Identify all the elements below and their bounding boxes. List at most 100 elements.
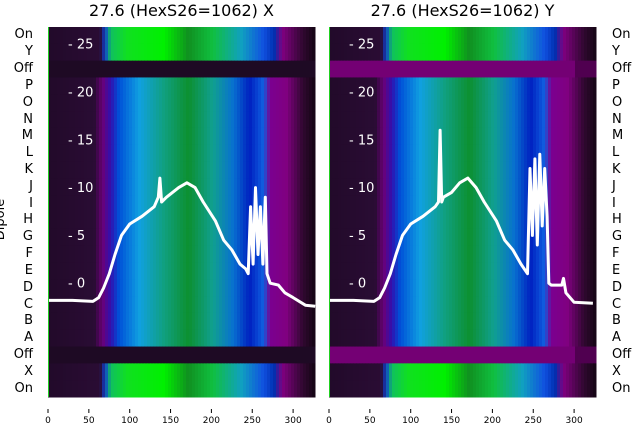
heatmap-cell xyxy=(207,312,211,331)
heatmap-cell xyxy=(165,27,169,45)
heatmap-cell xyxy=(455,245,459,263)
heatmap-cell xyxy=(371,228,375,247)
heatmap-cell xyxy=(246,178,250,196)
heatmap-cell xyxy=(54,312,58,331)
heatmap-cell xyxy=(461,312,465,331)
heatmap-cell xyxy=(437,43,441,62)
heatmap-cell xyxy=(380,363,384,381)
heatmap-cell xyxy=(434,161,438,179)
row-label: A xyxy=(24,330,33,346)
heatmap-cell xyxy=(389,195,393,213)
heatmap-cell xyxy=(581,329,585,348)
heatmap-cell xyxy=(141,77,145,95)
heatmap-cell xyxy=(312,312,316,331)
heatmap-cell xyxy=(476,312,480,331)
heatmap-cell xyxy=(147,363,151,381)
heatmap-cell xyxy=(168,27,172,45)
heatmap-cell xyxy=(578,212,582,230)
heatmap-cell xyxy=(521,60,525,78)
heatmap-cell xyxy=(353,178,357,196)
heatmap-cell xyxy=(533,27,537,45)
heatmap-cell xyxy=(108,43,112,62)
heatmap-cell xyxy=(168,77,172,95)
heatmap-cell xyxy=(398,296,402,314)
heatmap-cell xyxy=(584,77,588,95)
heatmap-cell xyxy=(578,127,582,146)
heatmap-cell xyxy=(557,279,561,297)
heatmap-cell xyxy=(380,77,384,95)
heatmap-cell xyxy=(476,161,480,179)
heatmap-cell xyxy=(392,346,396,364)
heatmap-cell xyxy=(557,363,561,381)
heatmap-cell xyxy=(569,195,573,213)
heatmap-cell xyxy=(581,27,585,45)
heatmap-cell xyxy=(210,77,214,95)
heatmap-cell xyxy=(300,262,304,280)
heatmap-cell xyxy=(347,178,351,196)
heatmap-cell xyxy=(216,43,220,62)
heatmap-cell xyxy=(398,77,402,95)
heatmap-cell xyxy=(153,228,157,247)
heatmap-cell xyxy=(494,178,498,196)
heatmap-cell xyxy=(530,380,534,398)
heatmap-cell xyxy=(72,363,76,381)
heatmap-cell xyxy=(225,43,229,62)
heatmap-cell xyxy=(359,127,363,146)
heatmap-cell xyxy=(500,43,504,62)
heatmap-cell xyxy=(165,212,169,230)
heatmap-cell xyxy=(434,111,438,129)
heatmap-cell xyxy=(210,279,214,297)
heatmap-cell xyxy=(587,144,591,163)
heatmap-cell xyxy=(294,111,298,129)
heatmap-cell xyxy=(213,228,217,247)
heatmap-cell xyxy=(461,329,465,348)
heatmap-cell xyxy=(252,27,256,45)
heatmap-cell xyxy=(485,346,489,364)
heatmap-cell xyxy=(258,127,262,146)
row-label: M xyxy=(21,128,33,144)
heatmap-cell xyxy=(192,60,196,78)
heatmap-cell xyxy=(66,380,70,398)
heatmap-cell xyxy=(401,94,405,112)
heatmap-cell xyxy=(111,161,115,179)
heatmap-cell xyxy=(108,60,112,78)
heatmap-cell xyxy=(551,346,555,364)
heatmap-cell xyxy=(563,43,567,62)
heatmap-cell xyxy=(213,346,217,364)
heatmap-cell xyxy=(446,363,450,381)
heatmap-cell xyxy=(264,127,268,146)
heatmap-cell xyxy=(138,27,142,45)
heatmap-cell xyxy=(392,111,396,129)
heatmap-cell xyxy=(249,161,253,179)
heatmap-cell xyxy=(431,161,435,179)
heatmap-cell xyxy=(102,212,106,230)
heatmap-cell xyxy=(150,346,154,364)
heatmap-cell xyxy=(111,178,115,196)
heatmap-cell xyxy=(533,212,537,230)
heatmap-cell xyxy=(297,27,301,45)
heatmap-cell xyxy=(407,77,411,95)
heatmap-cell xyxy=(557,228,561,247)
heatmap-cell xyxy=(249,27,253,45)
heatmap-cell xyxy=(222,380,226,398)
heatmap-cell xyxy=(407,296,411,314)
heatmap-cell xyxy=(593,228,597,247)
heatmap-cell xyxy=(437,329,441,348)
heatmap-cell xyxy=(443,43,447,62)
heatmap-cell xyxy=(398,195,402,213)
heatmap-cell xyxy=(96,60,100,78)
heatmap-cell xyxy=(569,262,573,280)
heatmap-cell xyxy=(353,212,357,230)
heatmap-cell xyxy=(303,279,307,297)
heatmap-cell xyxy=(87,245,91,263)
heatmap-cell xyxy=(536,127,540,146)
overlay-y-tick-label: - 10 xyxy=(349,181,374,196)
heatmap-cell xyxy=(198,329,202,348)
heatmap-cell xyxy=(407,279,411,297)
heatmap-cell xyxy=(288,144,292,163)
heatmap-cell xyxy=(488,312,492,331)
heatmap-cell xyxy=(207,94,211,112)
heatmap-cell xyxy=(54,245,58,263)
heatmap-cell xyxy=(126,94,130,112)
heatmap-cell xyxy=(138,245,142,263)
